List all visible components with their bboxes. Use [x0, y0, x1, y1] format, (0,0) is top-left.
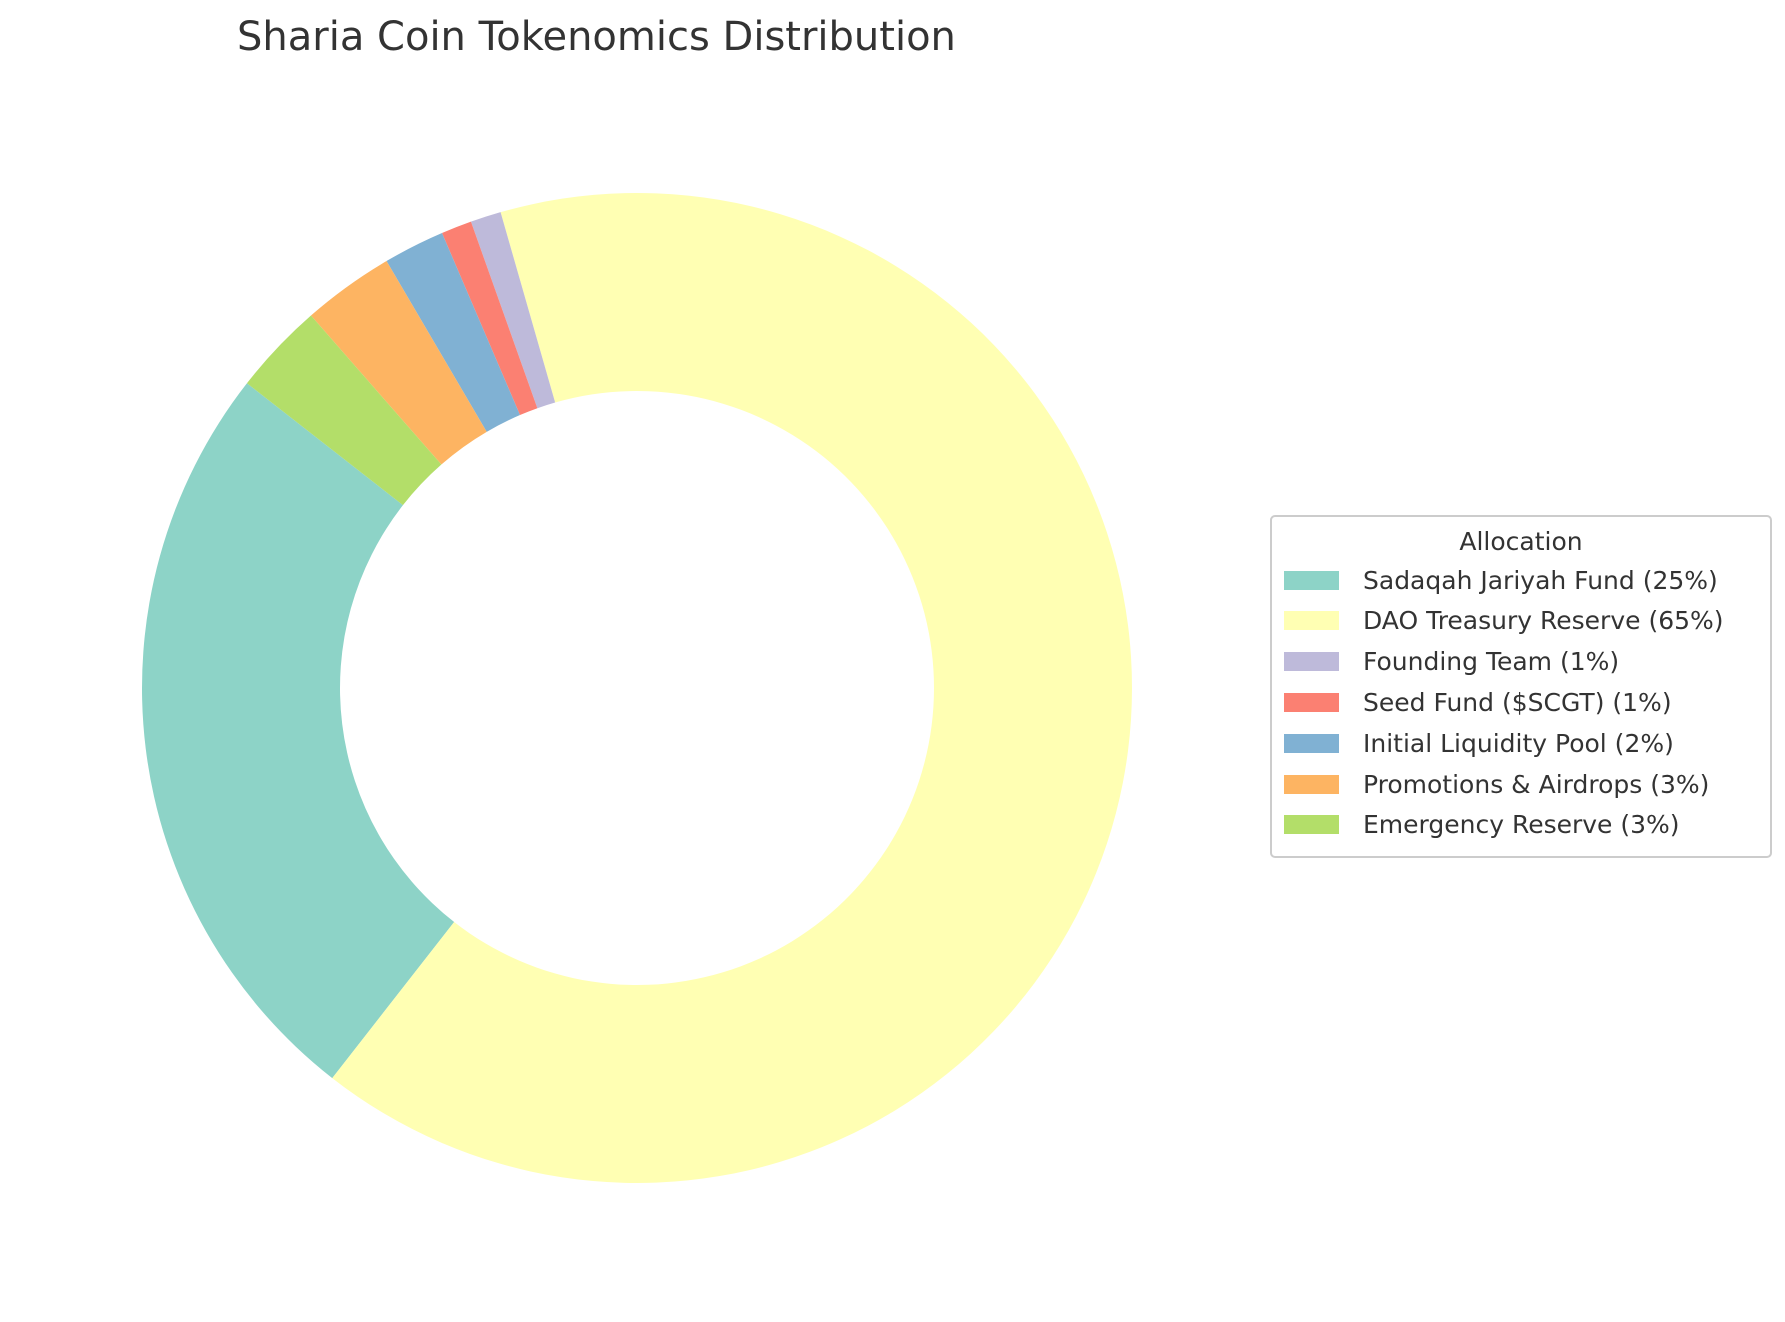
donut-slice	[332, 192, 1132, 1183]
legend-item: Emergency Reserve (3%)	[1284, 806, 1680, 844]
legend-label: Seed Fund ($SCGT) (1%)	[1363, 687, 1672, 717]
legend-item: DAO Treasury Reserve (65%)	[1284, 602, 1724, 640]
donut-slice	[470, 212, 556, 409]
legend-swatch	[1284, 611, 1339, 631]
legend-label: Emergency Reserve (3%)	[1363, 810, 1680, 840]
chart-title: Sharia Coin Tokenomics Distribution	[237, 14, 956, 60]
donut-slice	[142, 383, 455, 1079]
donut-slice	[246, 315, 442, 506]
legend-label: Initial Liquidity Pool (2%)	[1363, 728, 1674, 758]
legend: Allocation Sadaqah Jariyah Fund (25%) DAO…	[1270, 515, 1772, 858]
legend-item: Promotions & Airdrops (3%)	[1284, 765, 1709, 803]
legend-swatch	[1284, 733, 1339, 753]
donut-slice	[441, 221, 538, 416]
legend-title: Allocation	[1459, 527, 1583, 556]
legend-swatch	[1284, 692, 1339, 712]
legend-swatch	[1284, 652, 1339, 672]
legend-swatch	[1284, 774, 1339, 794]
legend-label: DAO Treasury Reserve (65%)	[1363, 606, 1724, 636]
legend-item: Seed Fund ($SCGT) (1%)	[1284, 683, 1672, 721]
donut-slice	[310, 261, 487, 465]
donut-slices	[142, 192, 1132, 1183]
legend-label: Promotions & Airdrops (3%)	[1363, 769, 1710, 799]
legend-label: Founding Team (1%)	[1363, 647, 1620, 677]
legend-item: Initial Liquidity Pool (2%)	[1284, 724, 1674, 762]
legend-item: Founding Team (1%)	[1284, 643, 1619, 681]
legend-swatch	[1284, 570, 1339, 590]
donut-slice	[386, 233, 520, 432]
legend-swatch	[1284, 815, 1339, 835]
legend-item: Sadaqah Jariyah Fund (25%)	[1284, 561, 1718, 599]
legend-label: Sadaqah Jariyah Fund (25%)	[1363, 565, 1718, 595]
